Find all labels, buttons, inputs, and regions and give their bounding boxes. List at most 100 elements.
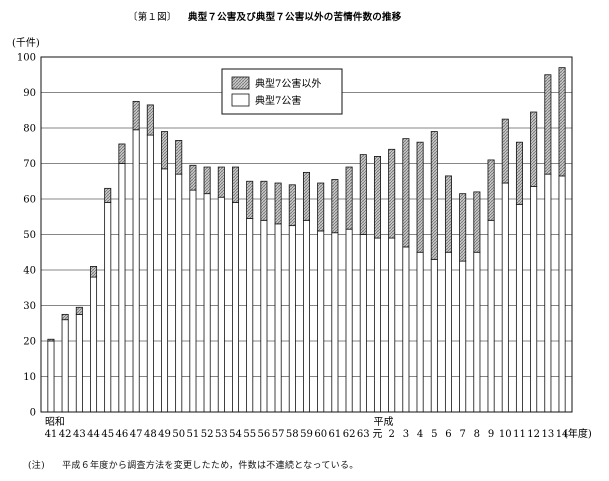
- x-tick-label: 7: [459, 429, 465, 440]
- x-tick-label: 10: [499, 429, 512, 440]
- bar-typical: [459, 260, 467, 413]
- bar-other: [217, 166, 225, 198]
- bar-other: [373, 155, 381, 239]
- x-tick-label: 53: [215, 429, 228, 440]
- bar-typical: [132, 129, 140, 413]
- x-tick-label: 63: [357, 429, 370, 440]
- bar-other: [75, 306, 83, 315]
- bar-typical: [416, 251, 424, 413]
- footnote-prefix: (注): [28, 461, 45, 471]
- bar-typical: [175, 173, 183, 413]
- bar-other: [544, 74, 552, 175]
- x-tick-label: 43: [73, 429, 86, 440]
- bar-other: [345, 166, 353, 230]
- bar-other: [274, 182, 282, 225]
- x-tick-label: 59: [300, 429, 313, 440]
- bar-other: [189, 164, 197, 191]
- bar-other: [487, 159, 495, 221]
- x-axis-label: (年度): [564, 427, 592, 440]
- bar-typical: [345, 228, 353, 413]
- bar-other: [444, 175, 452, 253]
- bar-other: [331, 179, 339, 234]
- bar-other: [232, 166, 240, 203]
- x-tick-label: 52: [201, 429, 214, 440]
- bar-typical: [90, 276, 98, 413]
- bar-other: [104, 187, 112, 203]
- bar-other: [146, 104, 154, 136]
- bar-typical: [331, 232, 339, 413]
- x-tick-label: 4: [417, 429, 423, 440]
- bar-other: [90, 266, 98, 278]
- x-tick-label: 56: [258, 429, 271, 440]
- bar-typical: [203, 193, 211, 413]
- bar-typical: [288, 225, 296, 413]
- bar-typical: [444, 251, 452, 413]
- x-tick-label: 47: [130, 429, 143, 440]
- bar-typical: [487, 219, 495, 413]
- x-tick-label: 55: [243, 429, 256, 440]
- x-tick-label: 62: [343, 429, 356, 440]
- bar-typical: [232, 202, 240, 413]
- x-tick-label: 元: [372, 429, 382, 440]
- bar-typical: [246, 218, 254, 413]
- y-tick-label: 20: [23, 337, 36, 348]
- y-tick-label: 100: [17, 53, 36, 64]
- bar-typical: [473, 251, 481, 413]
- x-tick-label: 61: [329, 429, 342, 440]
- bar-other: [416, 141, 424, 253]
- bar-typical: [402, 246, 410, 413]
- x-tick-label: 12: [527, 429, 540, 440]
- bar-other: [47, 338, 55, 342]
- x-tick-label: 46: [116, 429, 129, 440]
- bar-typical: [515, 203, 523, 413]
- bar-typical: [104, 202, 112, 413]
- bar-typical: [61, 319, 69, 413]
- footnote: (注) 平成６年度から調査方法を変更したため，件数は不連続となっている。: [28, 458, 373, 471]
- y-tick-label: 90: [23, 88, 36, 99]
- bar-typical: [260, 219, 268, 413]
- bar-other: [317, 182, 325, 232]
- bar-typical: [544, 173, 552, 413]
- x-tick-label: 54: [229, 429, 242, 440]
- legend-swatch-white: [231, 93, 250, 107]
- legend-swatch-hatched: [231, 76, 250, 90]
- bar-other: [61, 313, 69, 321]
- footnote-text: 平成６年度から調査方法を変更したため，件数は不連続となっている。: [62, 461, 359, 471]
- x-tick-label: 50: [172, 429, 185, 440]
- x-tick-label: 2: [388, 429, 394, 440]
- bar-typical: [189, 189, 197, 413]
- y-tick-label: 0: [30, 408, 36, 419]
- bar-typical: [317, 230, 325, 413]
- x-tick-label: 60: [314, 429, 327, 440]
- x-tick-label: 41: [45, 429, 58, 440]
- bar-other: [430, 131, 438, 260]
- x-tick-label: 9: [488, 429, 494, 440]
- x-tick-label: 48: [144, 429, 157, 440]
- x-tick-label: 57: [272, 429, 285, 440]
- bar-other: [501, 118, 509, 184]
- x-tick-label: 14: [556, 429, 569, 440]
- x-tick-label: 45: [101, 429, 114, 440]
- bar-other: [530, 111, 538, 187]
- bar-typical: [146, 134, 154, 413]
- bar-typical: [274, 223, 282, 413]
- y-tick-label: 50: [23, 230, 36, 241]
- y-tick-label: 80: [23, 124, 36, 135]
- bars: [47, 67, 566, 413]
- bar-other: [118, 143, 126, 164]
- bar-other: [402, 138, 410, 248]
- bar-typical: [373, 237, 381, 413]
- x-tick-label: 44: [87, 429, 100, 440]
- bar-other: [302, 171, 310, 221]
- legend: 典型7公害以外 典型7公害: [221, 68, 343, 115]
- bar-other: [459, 193, 467, 262]
- x-tick-label: 5: [431, 429, 437, 440]
- legend-label-other: 典型7公害以外: [255, 77, 321, 90]
- bar-typical: [388, 237, 396, 413]
- bar-typical: [530, 186, 538, 413]
- chart-title: 典型７公害及び典型７公害以外の苦情件数の推移: [188, 11, 402, 23]
- bar-other: [558, 67, 566, 177]
- x-tick-label: 11: [513, 429, 526, 440]
